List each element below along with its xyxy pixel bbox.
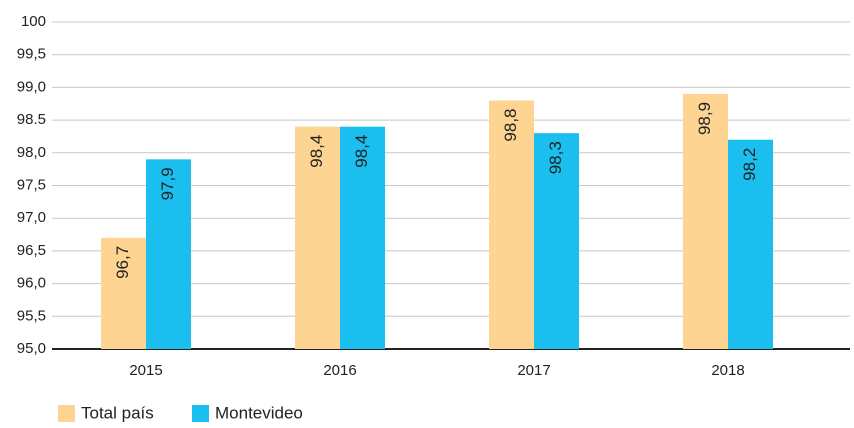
value-label: 98,2	[740, 148, 759, 181]
bar	[728, 139, 773, 349]
value-label: 96,7	[113, 246, 132, 279]
y-tick-label: 95,0	[17, 340, 46, 357]
value-label: 97,9	[158, 167, 177, 200]
y-tick-label: 96,0	[17, 275, 46, 292]
legend-label: Total país	[81, 403, 154, 422]
x-tick-label: 2015	[129, 362, 162, 379]
bar	[295, 126, 340, 349]
legend-swatch	[192, 405, 209, 422]
value-label: 98,8	[501, 108, 520, 141]
y-tick-label: 98,0	[17, 144, 46, 161]
y-tick-label: 96,5	[17, 242, 46, 259]
y-tick-label: 99,5	[17, 46, 46, 63]
bar	[683, 93, 728, 349]
legend-label: Montevideo	[215, 403, 303, 422]
value-label: 98,3	[546, 141, 565, 174]
value-label: 98,4	[352, 135, 371, 168]
y-tick-label: 100	[21, 13, 46, 30]
y-tick-label: 95,5	[17, 307, 46, 324]
value-label: 98,9	[695, 102, 714, 135]
x-tick-label: 2016	[323, 362, 356, 379]
bar	[534, 133, 579, 349]
y-tick-label: 99,0	[17, 78, 46, 95]
y-tick-label: 97,0	[17, 209, 46, 226]
x-tick-label: 2018	[711, 362, 744, 379]
bar	[101, 237, 146, 349]
bar	[146, 159, 191, 349]
bar	[489, 100, 534, 349]
x-tick-label: 2017	[517, 362, 550, 379]
y-tick-label: 98.5	[17, 111, 46, 128]
legend-swatch	[58, 405, 75, 422]
y-tick-label: 97,5	[17, 176, 46, 193]
bar	[340, 126, 385, 349]
value-label: 98,4	[307, 135, 326, 168]
